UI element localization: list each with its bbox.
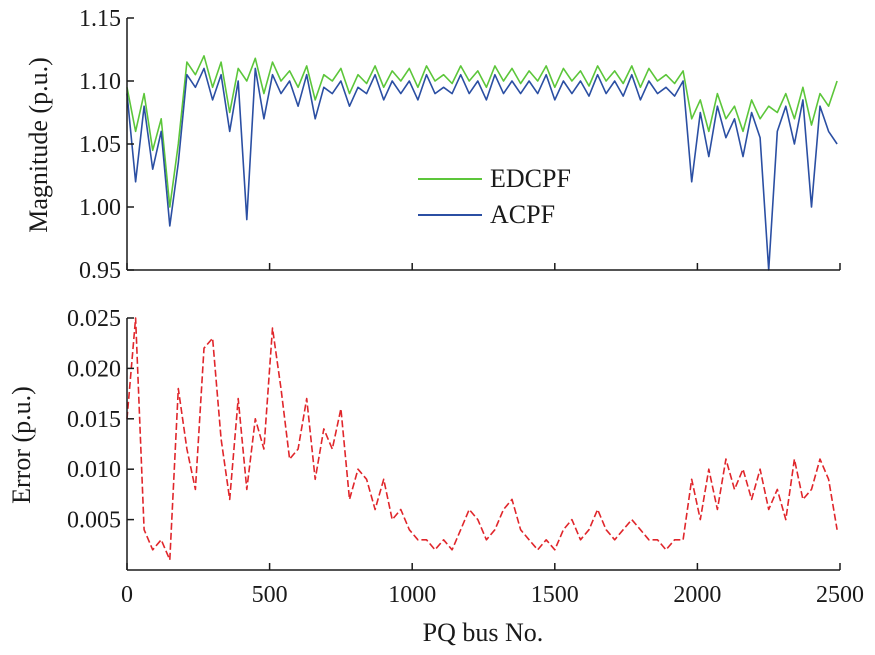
top-axes: 0.95 1.00 1.05 1.10 1.15 (79, 6, 841, 284)
y-tick-label: 1.05 (79, 132, 121, 158)
y-tick-label: 0.95 (79, 258, 121, 284)
series-line-acpf (126, 67, 838, 271)
y-tick-label: 0.010 (67, 457, 121, 483)
x-tick-label: 2000 (673, 582, 721, 608)
bottom-series-layer (126, 317, 838, 561)
y-tick-label: 1.10 (79, 69, 121, 95)
top-y-axis-label: Magnitude (p.u.) (24, 57, 53, 232)
x-tick-label: 1500 (531, 582, 579, 608)
top-panel: 0.95 1.00 1.05 1.10 1.15 Magnitude (p.u.) ED… (24, 6, 841, 284)
y-tick-label: 0.025 (67, 306, 121, 332)
bottom-y-axis-label: Error (p.u.) (7, 386, 36, 504)
y-tick-label: 1.15 (79, 6, 121, 32)
x-tick-label: 500 (252, 582, 288, 608)
y-tick-label: 0.020 (67, 356, 121, 382)
top-series-layer (126, 54, 838, 271)
x-tick-label: 2500 (816, 582, 864, 608)
bottom-panel: 0.005 0.010 0.015 0.020 0.025 0 500 1000 1500 200… (7, 306, 864, 647)
series-line-error (126, 317, 838, 561)
series-line-edcpf (126, 54, 838, 208)
x-tick-label: 1000 (388, 582, 436, 608)
legend-label-acpf: ACPF (490, 200, 555, 229)
bottom-axes: 0.005 0.010 0.015 0.020 0.025 0 500 1000 1500 200… (67, 306, 864, 608)
x-axis-label: PQ bus No. (423, 618, 544, 647)
legend: EDCPF ACPF (418, 164, 571, 229)
x-tick-label: 0 (121, 582, 133, 608)
legend-label-edcpf: EDCPF (490, 164, 571, 193)
y-tick-label: 0.015 (67, 407, 121, 433)
y-tick-label: 0.005 (67, 508, 121, 534)
y-tick-label: 1.00 (79, 195, 121, 221)
